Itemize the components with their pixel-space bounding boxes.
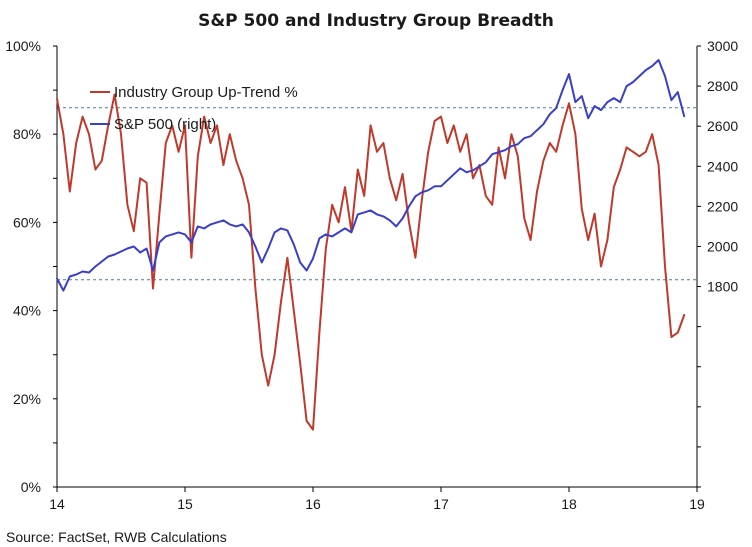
left-tick-label: 20% [13,391,41,407]
left-axis-ticks: 0% 20% 40% 60% 80% 100% [5,38,57,495]
right-tick-label: 1800 [707,279,738,295]
breadth-series-line [56,93,686,431]
sp500-series-line [56,59,686,292]
chart-title: S&P 500 and Industry Group Breadth [198,11,554,31]
source-note: Source: FactSet, RWB Calculations [6,529,227,545]
reference-lines [57,107,697,281]
right-tick-label: 2600 [707,118,738,134]
x-axis-ticks: 14 15 16 17 18 19 [49,487,705,512]
right-tick-label: 2000 [707,238,738,254]
right-tick-label: 3000 [707,38,738,54]
right-tick-label: 2200 [707,198,738,214]
x-tick-label: 16 [305,496,321,512]
x-tick-label: 17 [433,496,449,512]
series-layer [56,59,686,431]
x-tick-label: 18 [561,496,577,512]
right-tick-label: 2800 [707,78,738,94]
left-tick-label: 60% [13,214,41,230]
left-tick-label: 0% [21,479,41,495]
left-tick-label: 40% [13,303,41,319]
x-tick-label: 19 [689,496,705,512]
right-tick-label: 2400 [707,158,738,174]
right-axis-ticks: 1800 2000 2200 2400 2600 2800 3000 [697,38,738,488]
legend-label-breadth: Industry Group Up-Trend % [114,84,298,101]
left-tick-label: 80% [13,126,41,142]
left-tick-label: 100% [5,38,41,54]
legend: Industry Group Up-Trend % S&P 500 (right… [90,84,298,133]
legend-label-sp500: S&P 500 (right) [114,116,216,133]
x-tick-label: 14 [49,496,65,512]
x-tick-label: 15 [177,496,193,512]
